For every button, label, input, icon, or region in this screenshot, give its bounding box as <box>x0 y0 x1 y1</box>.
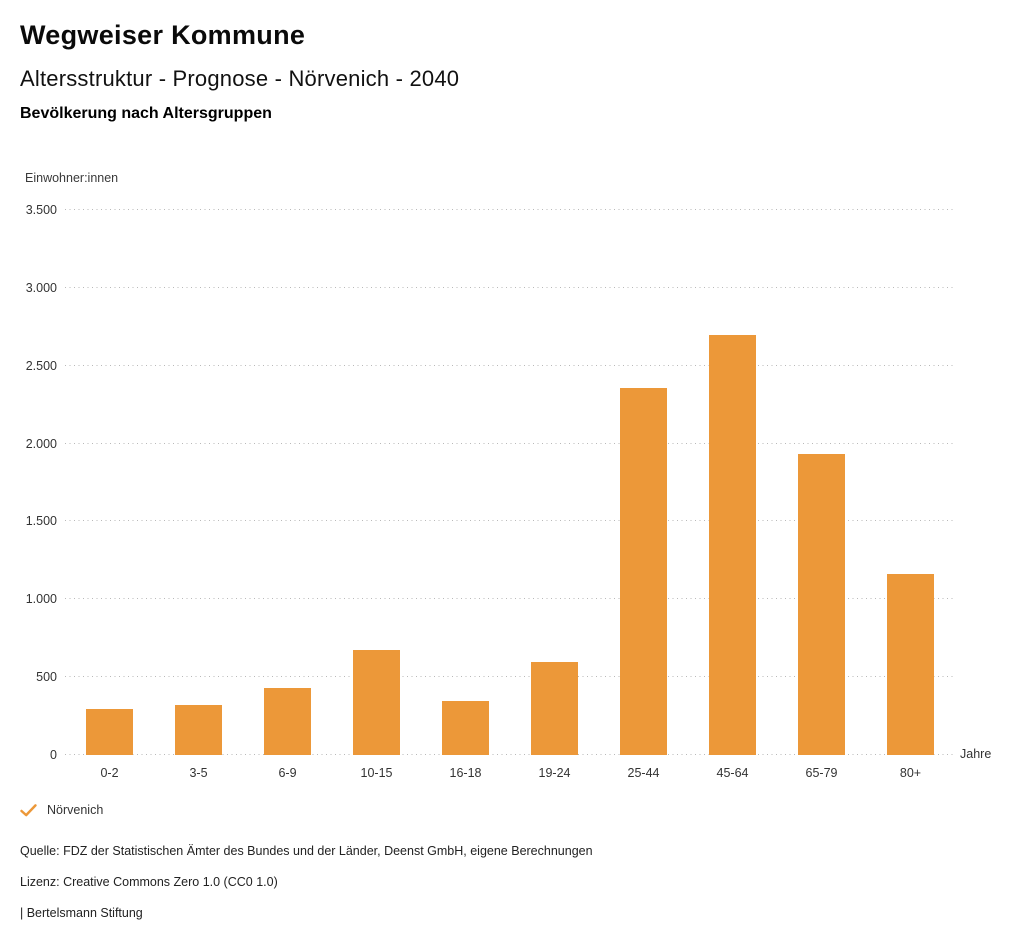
bar-band <box>510 210 599 755</box>
bar-19-24[interactable] <box>531 661 578 755</box>
x-tick-label-3-5: 3-5 <box>189 766 208 780</box>
source-line: Quelle: FDZ der Statistischen Ämter des … <box>20 844 593 858</box>
bar-3-5[interactable] <box>175 705 222 755</box>
x-tick-label-65-79: 65-79 <box>805 766 838 780</box>
bar-16-18[interactable] <box>442 701 489 755</box>
chart-heading: Bevölkerung nach Altersgruppen <box>20 105 272 122</box>
x-tick-label-10-15: 10-15 <box>360 766 393 780</box>
license-line: Lizenz: Creative Commons Zero 1.0 (CC0 1… <box>20 875 278 889</box>
bar-0-2[interactable] <box>86 709 133 755</box>
x-axis-title: Jahre <box>960 747 992 761</box>
gridline-500 <box>65 676 955 678</box>
bar-25-44[interactable] <box>620 388 667 755</box>
x-tick-label-0-2: 0-2 <box>100 766 119 780</box>
gridline-0 <box>65 754 955 755</box>
check-icon <box>20 803 37 817</box>
bars-row <box>65 210 955 755</box>
attribution-line: | Bertelsmann Stiftung <box>20 906 143 920</box>
y-axis-title: Einwohner:innen <box>25 171 119 185</box>
gridline-1500 <box>65 520 955 522</box>
bar-6-9[interactable] <box>264 688 311 755</box>
chart-subtitle: Altersstruktur - Prognose - Nörvenich - … <box>20 66 460 91</box>
page-title: Wegweiser Kommune <box>20 20 306 50</box>
y-tick-label: 500 <box>36 670 57 685</box>
y-tick-label: 3.000 <box>25 280 57 295</box>
bar-band <box>154 210 243 755</box>
x-tick-label-25-44: 25-44 <box>627 766 660 780</box>
bar-band <box>866 210 955 755</box>
bar-80+[interactable] <box>887 574 934 755</box>
x-axis-tick-labels: 0-2 3-5 6-9 10-15 16-18 19-24 25-44 45-64 65-79 8… <box>65 766 955 780</box>
y-tick-label: 2.500 <box>25 358 57 373</box>
gridline-2000 <box>65 442 955 444</box>
gridline-1000 <box>65 598 955 600</box>
legend-label: Nörvenich <box>47 803 104 817</box>
plot-area <box>65 209 955 755</box>
bar-band <box>332 210 421 755</box>
bar-band <box>65 210 154 755</box>
legend-item-noervenich[interactable]: Nörvenich <box>20 803 103 817</box>
x-tick-label-45-64: 45-64 <box>716 766 749 780</box>
y-axis-tick-labels: 0 500 1.000 1.500 2.000 2.500 3.000 3.500 <box>0 203 57 762</box>
y-tick-label: 3.500 <box>25 203 57 217</box>
gridline-3000 <box>65 286 955 288</box>
bar-band <box>421 210 510 755</box>
bar-band <box>599 210 688 755</box>
gridline-2500 <box>65 364 955 366</box>
bar-band <box>777 210 866 755</box>
bar-45-64[interactable] <box>709 335 756 755</box>
bar-band <box>243 210 332 755</box>
bar-10-15[interactable] <box>353 649 400 755</box>
y-tick-label: 1.000 <box>25 592 57 607</box>
x-tick-label-19-24: 19-24 <box>538 766 571 780</box>
y-tick-label: 2.000 <box>25 436 57 451</box>
gridline-3500 <box>65 209 955 210</box>
x-tick-label-80+: 80+ <box>899 766 922 780</box>
y-tick-label: 0 <box>50 748 57 762</box>
bar-65-79[interactable] <box>798 453 845 755</box>
y-tick-label: 1.500 <box>25 514 57 529</box>
x-tick-label-16-18: 16-18 <box>449 766 482 780</box>
x-tick-label-6-9: 6-9 <box>278 766 297 780</box>
bar-band <box>688 210 777 755</box>
